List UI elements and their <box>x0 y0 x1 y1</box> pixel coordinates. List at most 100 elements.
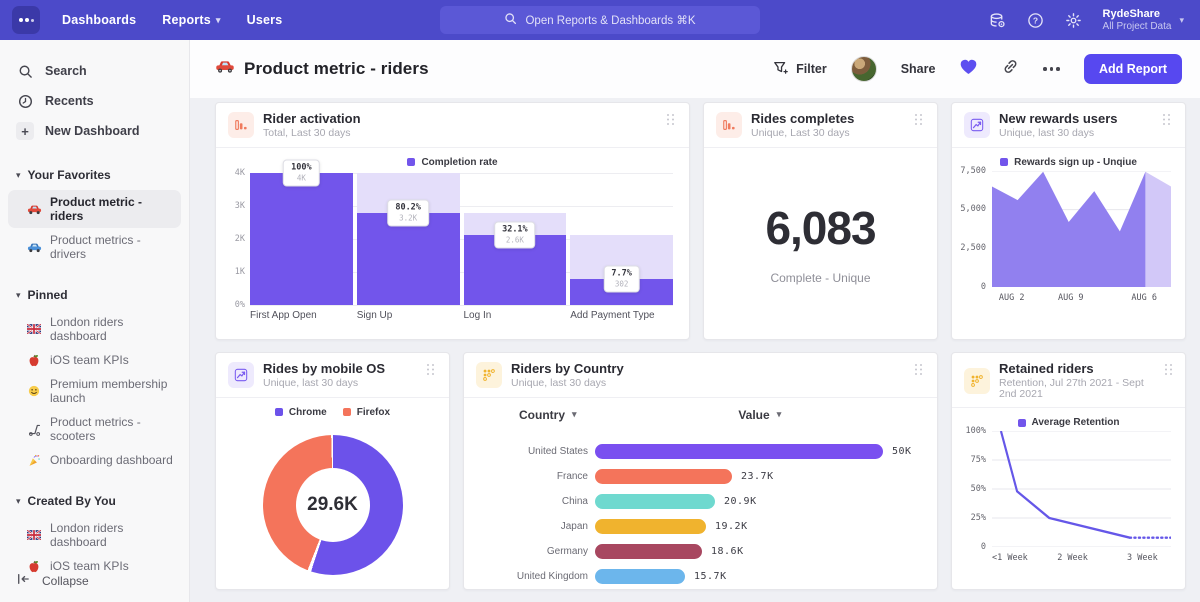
chevron-down-icon: ▾ <box>572 409 577 419</box>
sidebar-item-ios-team-kpis[interactable]: iOS team KPIs <box>8 348 181 372</box>
nav-item-label: Users <box>246 13 283 27</box>
settings-gear-icon[interactable] <box>1065 11 1083 29</box>
user-avatar[interactable] <box>850 56 877 82</box>
legend-item-chrome: Chrome <box>274 406 327 418</box>
donut-chart: 29.6K <box>262 434 403 575</box>
collapse-button[interactable]: Collapse <box>16 573 89 588</box>
drag-handle-icon[interactable] <box>915 114 925 126</box>
more-options-icon[interactable] <box>1043 67 1060 71</box>
share-button[interactable]: Share <box>900 62 936 76</box>
table-row: Germany 18.6K <box>480 539 921 564</box>
country-bar-area: 19.2K <box>595 519 921 534</box>
y-axis-tick: 0% <box>234 299 245 310</box>
country-bar-area: 18.6K <box>595 544 921 559</box>
sidebar-section-header[interactable]: ▾ Your Favorites <box>10 164 181 186</box>
card-retained-riders: Retained riders Retention, Jul 27th 2021… <box>951 352 1186 590</box>
global-search-input[interactable]: Open Reports & Dashboards ⌘K <box>440 6 760 34</box>
funnel-step: 7.7% 302 <box>570 173 673 305</box>
table-row: United Kingdom 15.7K <box>480 564 921 589</box>
y-axis-tick: 0 <box>980 542 986 552</box>
help-icon[interactable]: ? <box>1027 11 1045 29</box>
sidebar-item-label: Product metrics - scooters <box>50 415 141 443</box>
x-axis-tick: 3 Week <box>1127 553 1158 563</box>
y-axis-tick: 3K <box>234 200 245 211</box>
line-chart-icon <box>228 362 254 389</box>
funnel-tooltip: 100% 4K <box>283 159 320 186</box>
sidebar-item-premium-membership-launch[interactable]: Premium membership launch <box>8 372 181 410</box>
value-column-dropdown[interactable]: Value ▾ <box>738 407 782 422</box>
org-switcher[interactable]: RydeShare All Project Data ▾ <box>1103 8 1184 33</box>
funnel-percent: 100% <box>291 162 312 172</box>
sidebar-item-product-metrics-scooters[interactable]: Product metrics - scooters <box>8 410 181 448</box>
bar-chart-icon <box>716 112 742 139</box>
x-axis-tick: AUG 2 <box>998 292 1025 303</box>
y-axis-tick: 5,000 <box>960 204 986 215</box>
table-row: France 23.7K <box>480 464 921 489</box>
card-title: Rides by mobile OS <box>263 361 386 376</box>
chevron-down-icon: ▾ <box>16 289 21 300</box>
sidebar-item-london-riders-dashboard[interactable]: London riders dashboard <box>8 310 181 348</box>
metric-value: 6,083 <box>765 202 876 255</box>
app-logo[interactable] <box>12 6 40 34</box>
sidebar-section-title: Your Favorites <box>27 168 111 182</box>
party-icon <box>26 454 42 467</box>
chevron-down-icon: ▾ <box>16 495 21 506</box>
sidebar-item-product-metrics-drivers[interactable]: Product metrics - drivers <box>8 228 181 266</box>
sidebar-section-header[interactable]: ▾ Created By You <box>10 490 181 512</box>
drag-handle-icon[interactable] <box>1163 114 1173 126</box>
favorite-heart-icon[interactable] <box>959 58 978 80</box>
drag-handle-icon[interactable] <box>667 114 677 126</box>
copy-link-icon[interactable] <box>1002 58 1019 80</box>
sidebar-item-label: iOS team KPIs <box>50 353 129 367</box>
x-axis-tick: <1 Week <box>991 553 1028 563</box>
drag-handle-icon[interactable] <box>427 364 437 376</box>
line-chart-icon <box>964 112 990 139</box>
sidebar-section-header[interactable]: ▾ Pinned <box>10 284 181 306</box>
drag-handle-icon[interactable] <box>915 364 925 376</box>
sidebar-item-label: Onboarding dashboard <box>50 453 173 467</box>
sidebar-item-label: Product metric - riders <box>50 195 143 223</box>
card-subtitle: Retention, Jul 27th 2021 - Sept 2nd 2021 <box>999 377 1144 400</box>
search-icon <box>504 12 517 28</box>
data-sources-icon[interactable] <box>989 11 1007 29</box>
country-value: 15.7K <box>694 571 727 582</box>
country-bar-area: 15.7K <box>595 569 921 584</box>
drag-handle-icon[interactable] <box>1164 364 1173 376</box>
sidebar-action-recents[interactable]: Recents <box>8 86 181 116</box>
add-report-button[interactable]: Add Report <box>1083 54 1182 84</box>
red-car-icon <box>215 59 235 79</box>
sidebar-item-label: London riders dashboard <box>50 521 124 549</box>
filter-button[interactable]: Filter <box>773 60 827 78</box>
nav-item-label: Dashboards <box>62 13 137 27</box>
legend: Average Retention <box>952 417 1185 428</box>
sidebar: Search Recents + New Dashboard ▾ Your Favori… <box>0 40 190 602</box>
table-row: China 20.9K <box>480 489 921 514</box>
y-axis-tick: 50% <box>970 484 986 494</box>
nav-item-users[interactable]: Users <box>247 13 283 27</box>
country-column-dropdown[interactable]: Country ▾ <box>519 407 577 422</box>
card-new-rewards-users: New rewards users Unique, last 30 days R… <box>951 102 1186 340</box>
y-axis-tick: 2K <box>234 233 245 244</box>
nav-item-dashboards[interactable]: Dashboards <box>62 13 136 27</box>
main-area: Product metric - riders Filter Share Add… <box>190 40 1200 602</box>
bar-chart-icon <box>228 112 254 139</box>
sidebar-item-london-riders-dashboard[interactable]: London riders dashboard <box>8 516 181 554</box>
gridline <box>250 205 673 207</box>
gridline <box>250 271 673 273</box>
card-title: Riders by Country <box>511 361 624 376</box>
sidebar-item-onboarding-dashboard[interactable]: Onboarding dashboard <box>8 448 181 472</box>
sidebar-action-new-dashboard[interactable]: + New Dashboard <box>8 116 181 146</box>
nav-item-reports[interactable]: Reports ▾ <box>162 13 220 27</box>
card-subtitle: Unique, last 30 days <box>999 127 1095 139</box>
nav-item-label: Reports <box>162 13 211 27</box>
legend-label: Chrome <box>288 406 327 418</box>
y-axis-tick: 25% <box>970 513 986 523</box>
sidebar-action-search[interactable]: Search <box>8 56 181 86</box>
sidebar-item-ios-team-kpis[interactable]: iOS team KPIs <box>8 554 181 578</box>
sidebar-action-label: Search <box>45 64 87 78</box>
scooter-icon <box>26 423 42 436</box>
sidebar-item-product-metric-riders[interactable]: Product metric - riders <box>8 190 181 228</box>
nav-right: ? RydeShare All Project Data ▾ <box>989 8 1184 33</box>
card-rides-completes: Rides completes Unique, Last 30 days 6,0… <box>703 102 938 340</box>
x-axis-label: First App Open <box>250 309 317 321</box>
